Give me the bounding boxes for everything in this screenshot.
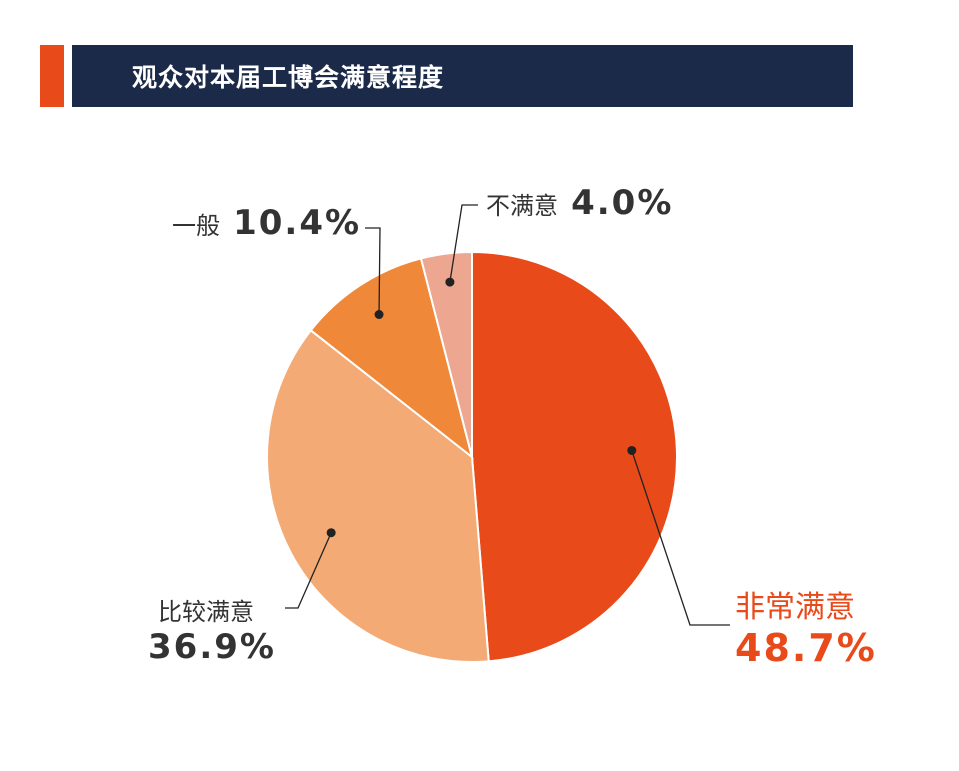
leader-line-dissatisfied [449, 204, 478, 283]
label-very-satisfied: 非常满意 48.7% [735, 582, 877, 670]
label-dissatisfied-category: 不满意 [486, 192, 558, 220]
label-very-satisfied-category: 非常满意 [735, 590, 855, 625]
label-fairly-satisfied: 比较满意 36.9% [148, 592, 276, 667]
pie-slice-dissatisfied [419, 250, 473, 458]
label-average-category: 一般 [172, 212, 220, 240]
label-average-percent: 10.4% [233, 203, 362, 243]
label-fairly-satisfied-percent: 36.9% [148, 627, 276, 667]
pie-slice-fairly-satisfied [266, 328, 490, 663]
title-bar: 观众对本届工博会满意程度 [72, 45, 853, 107]
title-accent-block [40, 45, 64, 107]
leader-line-average [365, 227, 381, 315]
label-dissatisfied: 不满意 4.0% [486, 183, 673, 223]
label-dissatisfied-percent: 4.0% [571, 183, 674, 223]
label-fairly-satisfied-category: 比较满意 [158, 598, 254, 626]
leader-line-very-satisfied [631, 450, 730, 626]
pie-slice-very-satisfied [471, 250, 678, 663]
label-average: 一般 10.4% [172, 203, 361, 243]
chart-title: 观众对本届工博会满意程度 [132, 63, 445, 92]
pie-slice-average [309, 257, 474, 460]
label-very-satisfied-percent: 48.7% [735, 626, 877, 670]
leader-line-fairly-satisfied [285, 532, 332, 609]
